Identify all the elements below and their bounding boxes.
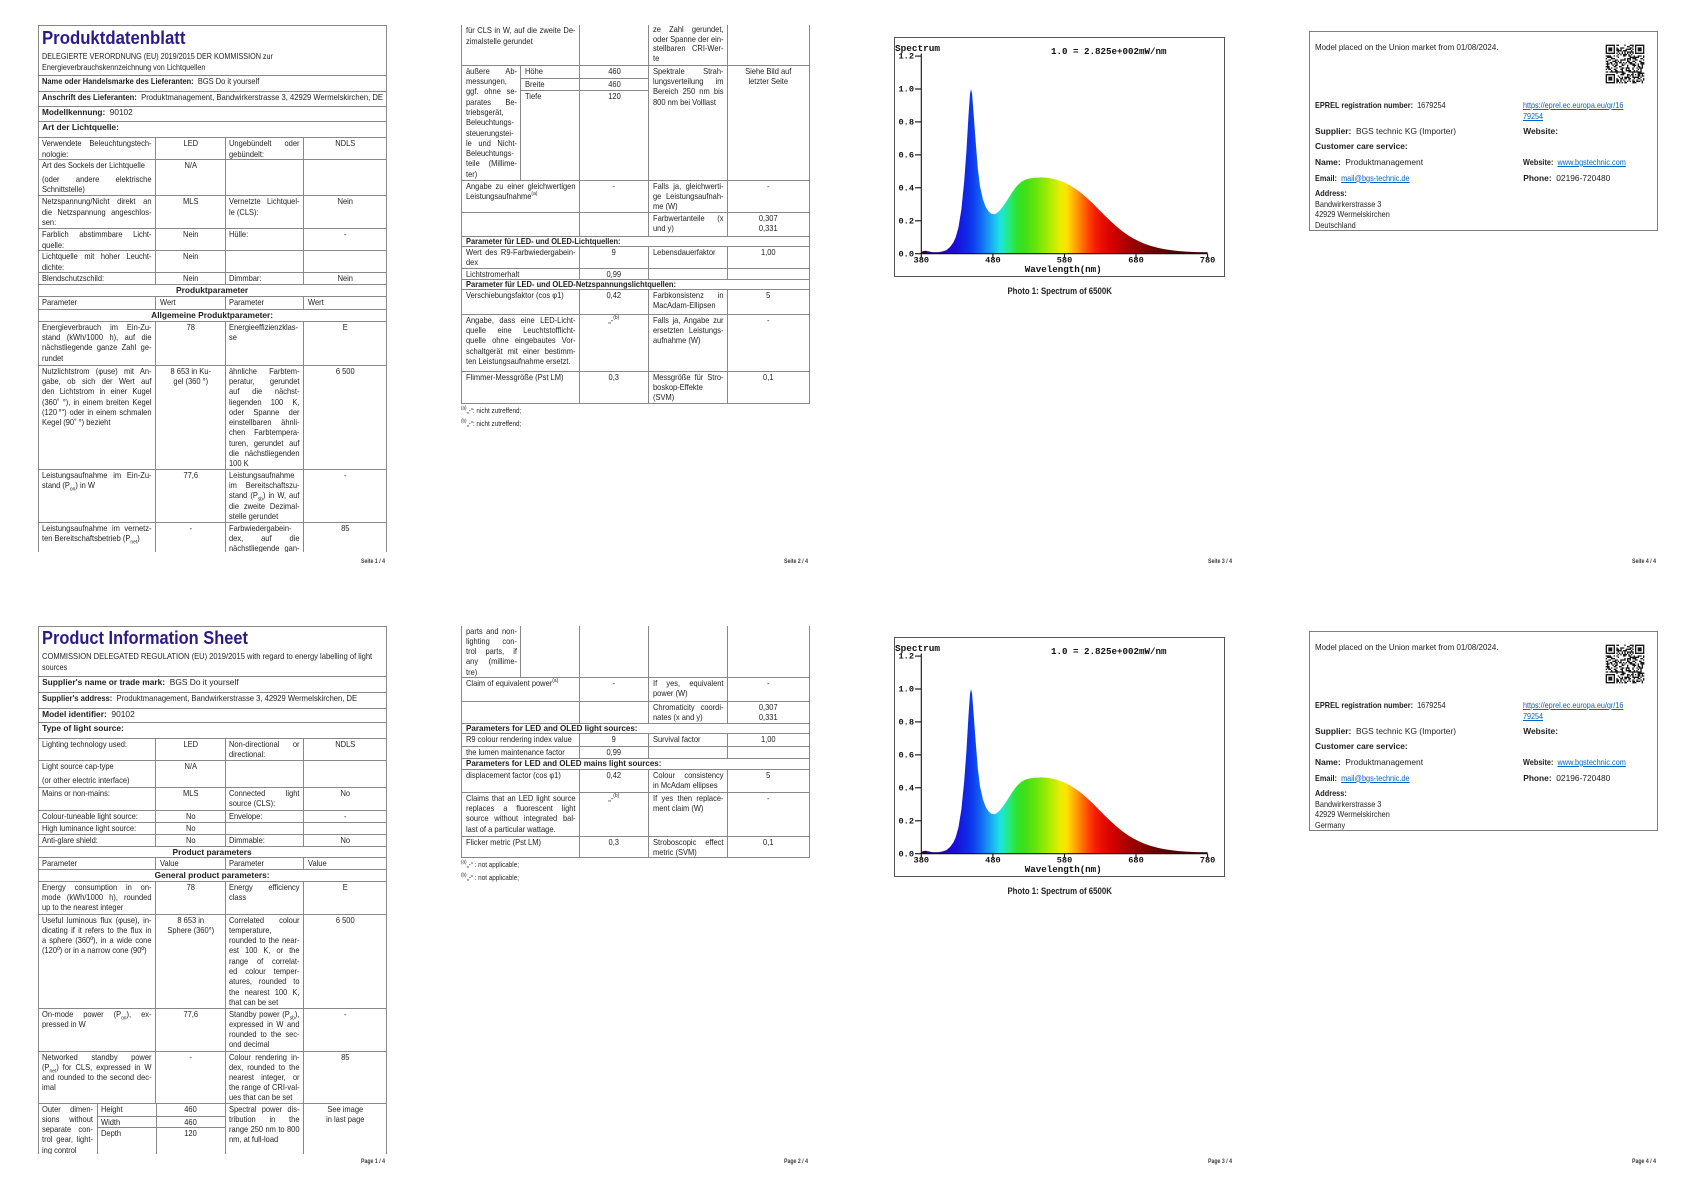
svg-text:0.8: 0.8	[898, 717, 913, 727]
svg-text:0.4: 0.4	[898, 183, 913, 193]
svg-text:1.2: 1.2	[898, 651, 913, 661]
svg-text:1.0 = 2.825e+002mW/nm: 1.0 = 2.825e+002mW/nm	[1051, 646, 1167, 657]
svg-text:0.0: 0.0	[898, 249, 913, 259]
svg-text:0.8: 0.8	[898, 117, 913, 127]
svg-text:0.6: 0.6	[898, 150, 913, 160]
svg-text:380: 380	[913, 855, 928, 865]
svg-text:0.4: 0.4	[898, 783, 913, 793]
svg-text:580: 580	[1056, 855, 1071, 865]
svg-text:380: 380	[913, 255, 928, 265]
svg-text:Wavelength(nm): Wavelength(nm)	[1024, 263, 1101, 274]
svg-text:0.2: 0.2	[898, 216, 913, 226]
svg-text:Wavelength(nm): Wavelength(nm)	[1024, 863, 1101, 874]
svg-text:1.2: 1.2	[898, 51, 913, 61]
svg-text:0.2: 0.2	[898, 816, 913, 826]
svg-text:780: 780	[1199, 255, 1214, 265]
svg-text:680: 680	[1128, 255, 1143, 265]
svg-text:580: 580	[1056, 255, 1071, 265]
svg-text:Spectrum: Spectrum	[895, 43, 940, 54]
svg-text:680: 680	[1128, 855, 1143, 865]
svg-text:1.0: 1.0	[898, 684, 913, 694]
svg-text:1.0 = 2.825e+002mW/nm: 1.0 = 2.825e+002mW/nm	[1051, 46, 1167, 57]
svg-text:780: 780	[1199, 855, 1214, 865]
svg-text:Spectrum: Spectrum	[895, 643, 940, 654]
svg-text:1.0: 1.0	[898, 84, 913, 94]
svg-text:0.6: 0.6	[898, 750, 913, 760]
svg-text:0.0: 0.0	[898, 849, 913, 859]
svg-text:480: 480	[985, 855, 1000, 865]
svg-text:480: 480	[985, 255, 1000, 265]
